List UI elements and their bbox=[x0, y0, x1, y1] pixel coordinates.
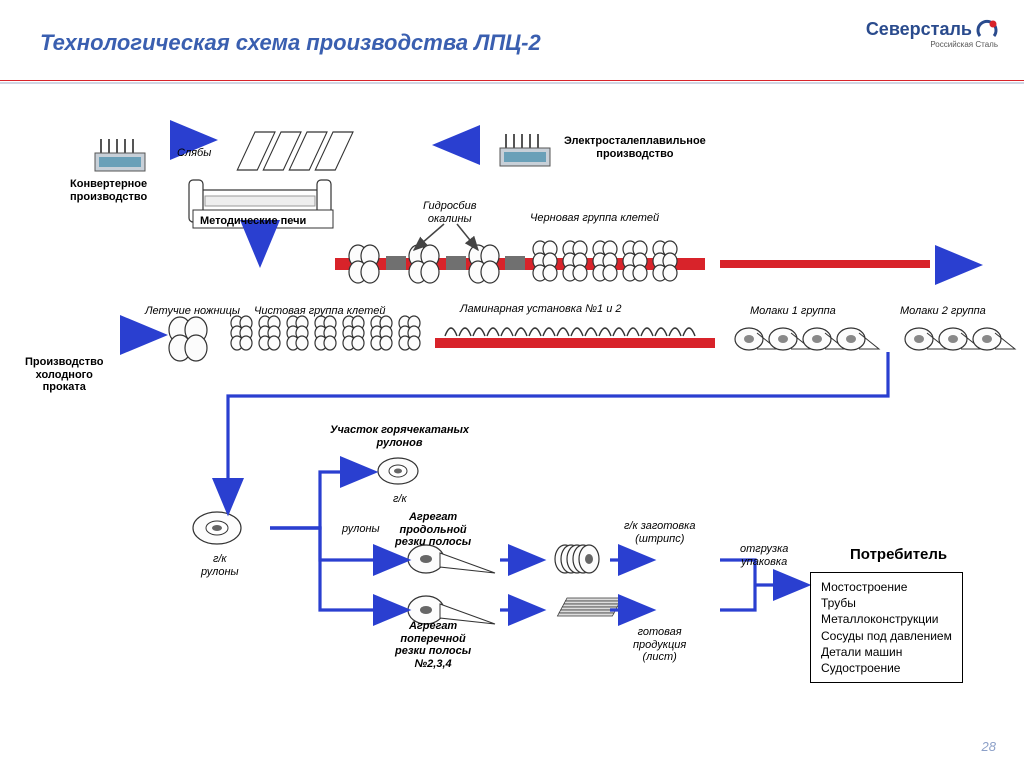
row1 bbox=[335, 241, 930, 283]
consumer-box: МостостроениеТрубыМеталлоконструкцииСосу… bbox=[810, 572, 963, 683]
label-l-laminar: Ламинарная установка №1 и 2 bbox=[460, 303, 622, 316]
consumer-item: Детали машин bbox=[821, 644, 952, 660]
label-l-crosscut: Агрегатпоперечнойрезки полосы№2,3,4 bbox=[395, 620, 471, 671]
label-l-descale: Гидросбивокалины bbox=[423, 200, 476, 225]
label-l-gk1: г/к bbox=[393, 493, 407, 506]
page-number: 28 bbox=[982, 739, 996, 754]
consumer-item: Металлоконструкции bbox=[821, 611, 952, 627]
consumer-item: Мостостроение bbox=[821, 579, 952, 595]
label-l-finishing: Чистовая группа клетей bbox=[254, 305, 385, 318]
consumer-title: Потребитель bbox=[850, 546, 947, 563]
label-l-gk-rulony: г/крулоны bbox=[201, 553, 239, 578]
electro-factory-icon bbox=[500, 134, 550, 166]
slitting-unit-icon bbox=[408, 545, 495, 573]
flow-fl-branch-low bbox=[270, 528, 405, 610]
label-l-ship: отгрузкаупаковка bbox=[740, 543, 788, 568]
label-l-rulony: рулоны bbox=[342, 523, 380, 536]
flow-fl-branch-mid bbox=[270, 528, 405, 560]
label-l-longcut: Агрегатпродольнойрезки полосы bbox=[395, 511, 471, 549]
shtrips-icon bbox=[555, 545, 599, 573]
flowlines bbox=[228, 352, 888, 610]
label-l-shtrips: г/к заготовка(штрипс) bbox=[624, 520, 695, 545]
label-l-electro: Электросталеплавильноепроизводство bbox=[564, 135, 706, 160]
slabs-icon bbox=[237, 132, 353, 170]
flow-fl-down bbox=[228, 352, 888, 510]
label-l-coil1: Молаки 1 группа bbox=[750, 305, 836, 318]
label-l-coldroll: Производствохолодногопроката bbox=[25, 356, 103, 394]
consumer-item: Сосуды под давлением bbox=[821, 628, 952, 644]
sheet-stack-icon bbox=[557, 598, 622, 616]
converter-factory-icon bbox=[95, 139, 145, 171]
label-l-slabs: Слябы bbox=[177, 147, 211, 160]
flow-fl-branch-up bbox=[270, 472, 372, 528]
hot-coil-section bbox=[378, 458, 418, 484]
label-l-furnace: Методические печи bbox=[200, 215, 306, 228]
consumer-item: Трубы bbox=[821, 595, 952, 611]
arrow-a-desc2 bbox=[457, 224, 478, 250]
label-l-converter: Конвертерноепроизводство bbox=[70, 178, 147, 203]
gk-coil bbox=[193, 512, 241, 544]
label-l-roughing: Черновая группа клетей bbox=[530, 212, 659, 225]
label-l-shears: Летучие ножницы bbox=[145, 305, 240, 318]
label-l-coil2: Молаки 2 группа bbox=[900, 305, 986, 318]
label-l-hotsection: Участок горячекатаныхрулонов bbox=[330, 424, 469, 449]
label-l-sheet: готоваяпродукция(лист) bbox=[633, 626, 686, 664]
consumer-item: Судостроение bbox=[821, 660, 952, 676]
